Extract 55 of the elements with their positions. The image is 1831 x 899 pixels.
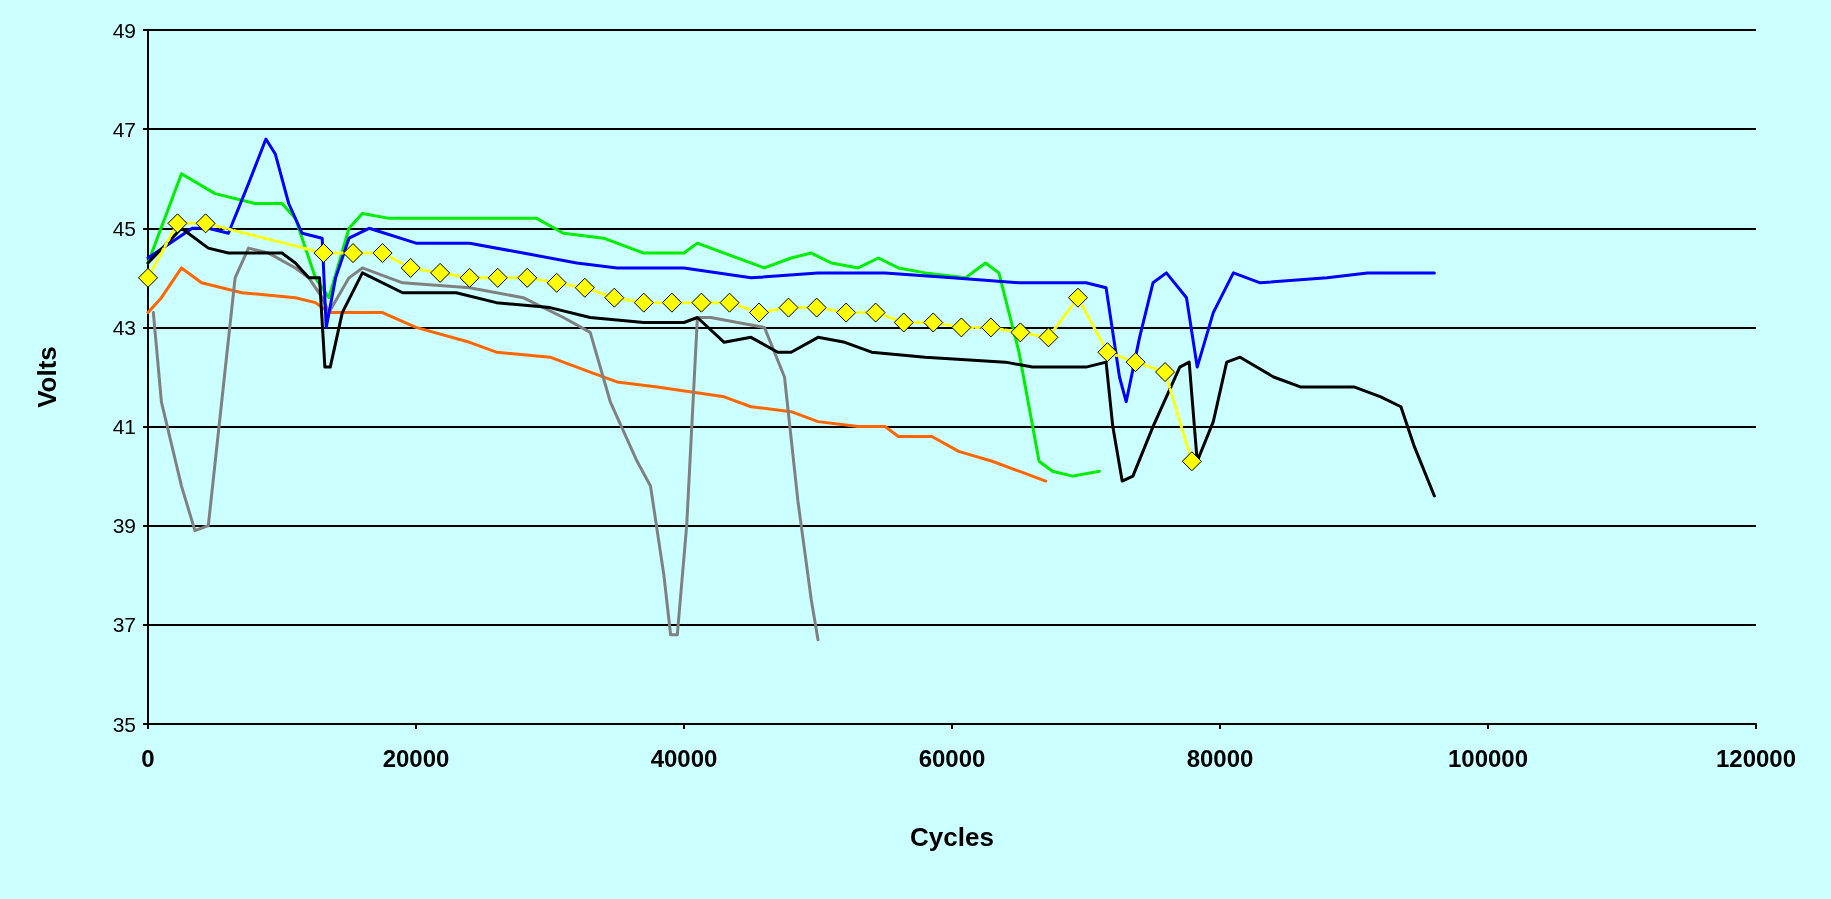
point bbox=[546, 272, 567, 293]
point bbox=[893, 312, 914, 333]
x-tick-label: 20000 bbox=[382, 744, 450, 772]
point bbox=[195, 213, 216, 234]
point bbox=[1097, 342, 1118, 363]
line-series bbox=[146, 266, 1048, 483]
point bbox=[980, 317, 1001, 338]
point bbox=[865, 302, 886, 323]
point bbox=[691, 292, 712, 313]
point bbox=[836, 302, 857, 323]
point bbox=[1181, 451, 1202, 472]
y-tick-label: 37 bbox=[112, 613, 136, 637]
point bbox=[951, 317, 972, 338]
point bbox=[749, 302, 770, 323]
point bbox=[778, 297, 799, 318]
x-tick-label: 100000 bbox=[1447, 744, 1529, 772]
point bbox=[167, 213, 188, 234]
point bbox=[1125, 352, 1146, 373]
point bbox=[604, 287, 625, 308]
y-axis-title: Volts bbox=[32, 346, 62, 408]
point bbox=[1010, 322, 1031, 343]
y-tick-label: 47 bbox=[112, 117, 136, 141]
point bbox=[1067, 287, 1088, 308]
x-axis-title: Cycles bbox=[910, 822, 994, 852]
line-series bbox=[146, 137, 1436, 404]
y-tick-label: 39 bbox=[112, 514, 136, 538]
y-tick-label: 43 bbox=[112, 315, 136, 339]
point bbox=[1038, 327, 1059, 348]
x-tick-label: 120000 bbox=[1715, 744, 1797, 772]
x-tick-label: 0 bbox=[141, 744, 155, 772]
point bbox=[661, 292, 682, 313]
y-tick-label: 41 bbox=[112, 415, 136, 439]
point bbox=[430, 262, 451, 283]
point bbox=[343, 243, 364, 264]
x-tick-label: 80000 bbox=[1186, 744, 1254, 772]
point bbox=[719, 292, 740, 313]
x-tick-label: 60000 bbox=[918, 744, 986, 772]
y-tick-label: 35 bbox=[112, 712, 136, 736]
point bbox=[372, 243, 393, 264]
line-series bbox=[151, 246, 820, 642]
point bbox=[313, 243, 334, 264]
line-series bbox=[146, 172, 1101, 478]
y-tick-label: 45 bbox=[112, 216, 136, 240]
point bbox=[633, 292, 654, 313]
point bbox=[1155, 362, 1176, 383]
point bbox=[138, 267, 158, 288]
point bbox=[400, 257, 421, 278]
point bbox=[923, 312, 944, 333]
point bbox=[517, 267, 538, 288]
point bbox=[487, 267, 508, 288]
point bbox=[459, 267, 480, 288]
x-tick-label: 40000 bbox=[650, 744, 718, 772]
point bbox=[574, 277, 595, 298]
y-tick-label: 49 bbox=[112, 18, 136, 42]
point bbox=[806, 297, 827, 318]
